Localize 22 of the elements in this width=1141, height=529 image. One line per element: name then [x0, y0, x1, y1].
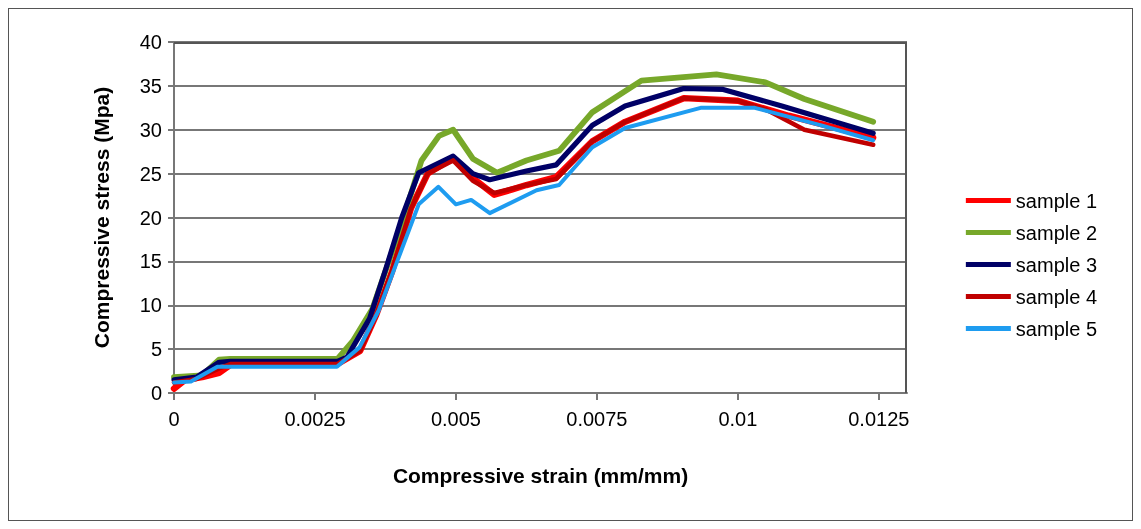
x-tick-label: 0.01	[718, 408, 758, 430]
y-axis-title: Compressive stress (Mpa)	[90, 86, 113, 349]
y-tick-label: 10	[139, 294, 162, 317]
x-axis-title: Compressive strain (mm/mm)	[392, 464, 689, 487]
y-tick-label: 30	[139, 118, 162, 141]
x-tick-label: 0.0025	[284, 408, 346, 430]
y-tick-label: 35	[139, 74, 162, 97]
legend-label: sample 4	[1015, 285, 1097, 308]
y-tick-label: 5	[150, 338, 162, 361]
y-tick-label: 40	[139, 31, 162, 53]
x-tick-label: 0.005	[430, 408, 481, 430]
y-tick-label: 0	[150, 382, 162, 404]
x-tick-label: 0	[168, 408, 180, 430]
x-tick-label: 0.0075	[566, 408, 628, 430]
legend-label: sample 3	[1015, 253, 1097, 276]
legend-label: sample 5	[1015, 317, 1097, 340]
y-tick-label: 15	[139, 250, 162, 273]
x-tick-label: 0.0125	[848, 408, 910, 430]
legend-label: sample 2	[1015, 221, 1097, 244]
y-tick-label: 20	[139, 206, 162, 229]
legend-label: sample 1	[1015, 189, 1097, 212]
y-tick-label: 25	[139, 162, 162, 185]
